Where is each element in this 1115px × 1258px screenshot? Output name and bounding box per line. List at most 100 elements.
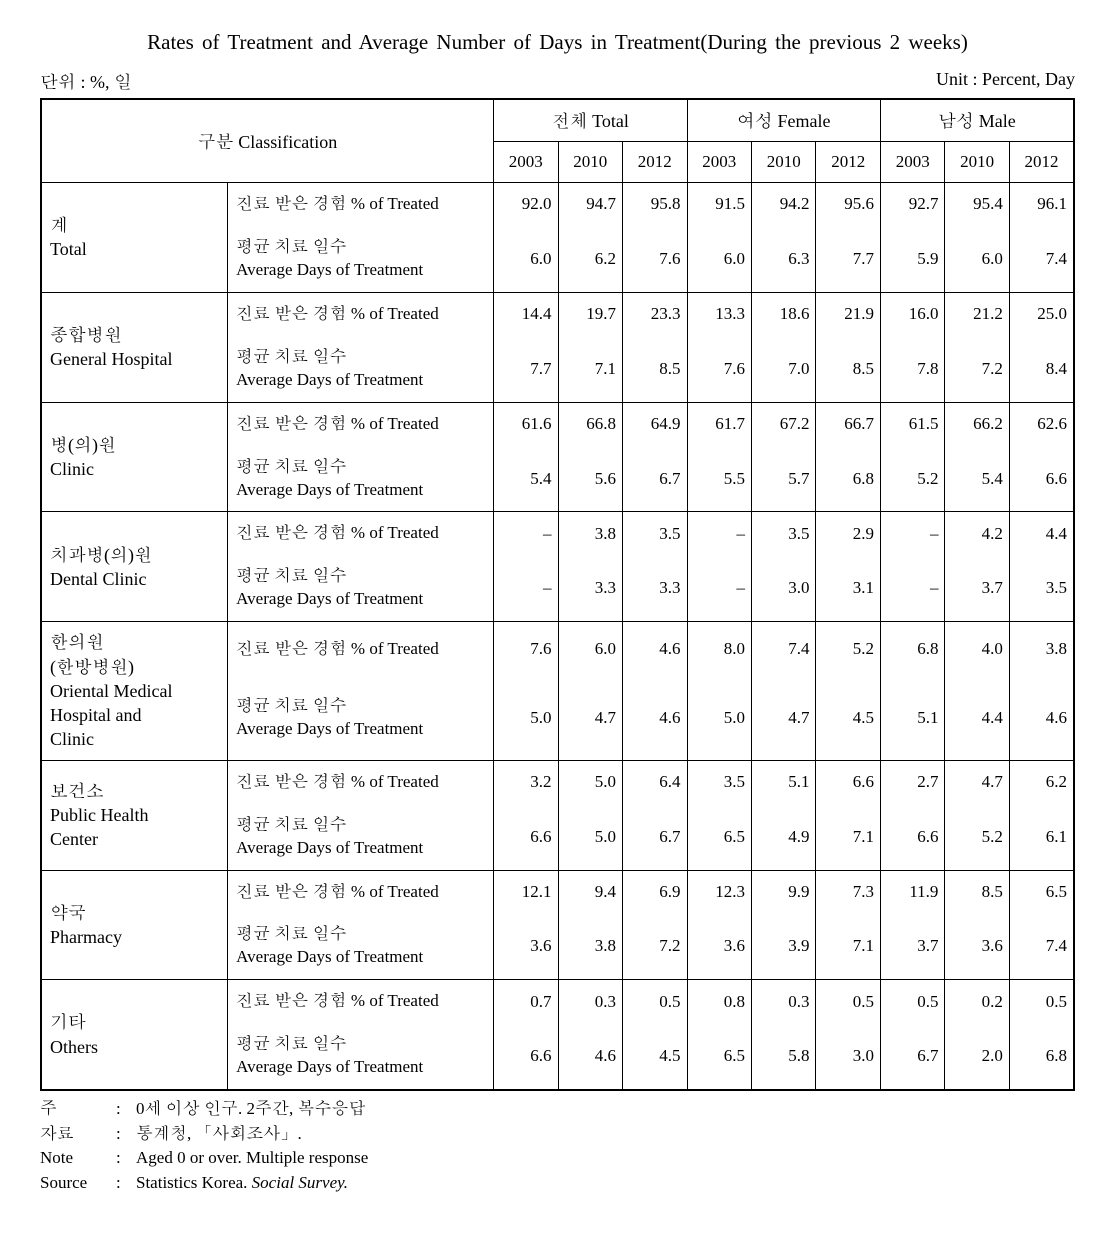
value-cell: 0.3: [751, 980, 815, 1023]
value-cell: 3.5: [623, 512, 687, 555]
value-cell: 2.7: [880, 760, 944, 803]
metric-pct: 진료 받은 경험 % of Treated: [228, 980, 494, 1023]
value-cell: 3.5: [1009, 555, 1074, 621]
value-cell: 4.5: [623, 1023, 687, 1090]
value-cell: 95.8: [623, 183, 687, 226]
value-cell: 6.6: [1009, 446, 1074, 512]
value-cell: –: [494, 555, 558, 621]
data-table: 구분 Classification 전체 Total 여성 Female 남성 …: [40, 98, 1075, 1091]
value-cell: 3.6: [687, 913, 751, 979]
value-cell: 0.5: [1009, 980, 1074, 1023]
metric-pct: 진료 받은 경험 % of Treated: [228, 292, 494, 335]
value-cell: 6.7: [880, 1023, 944, 1090]
category-label: 기타Others: [41, 980, 228, 1090]
value-cell: 95.6: [816, 183, 880, 226]
year-header: 2010: [751, 142, 815, 183]
value-cell: 9.4: [558, 870, 622, 913]
value-cell: 7.4: [751, 622, 815, 677]
header-male: 남성 Male: [880, 99, 1074, 142]
category-label: 보건소Public HealthCenter: [41, 760, 228, 870]
value-cell: –: [687, 555, 751, 621]
metric-pct: 진료 받은 경험 % of Treated: [228, 402, 494, 445]
metric-days: 평균 치료 일수Average Days of Treatment: [228, 677, 494, 761]
metric-days: 평균 치료 일수Average Days of Treatment: [228, 1023, 494, 1090]
value-cell: 3.5: [687, 760, 751, 803]
category-label: 치과병(의)원Dental Clinic: [41, 512, 228, 622]
value-cell: 6.2: [558, 226, 622, 292]
metric-pct: 진료 받은 경험 % of Treated: [228, 622, 494, 677]
value-cell: 5.2: [945, 804, 1009, 870]
value-cell: 6.4: [623, 760, 687, 803]
value-cell: 6.5: [1009, 870, 1074, 913]
value-cell: 4.7: [945, 760, 1009, 803]
value-cell: 4.7: [751, 677, 815, 761]
value-cell: 3.5: [751, 512, 815, 555]
value-cell: 21.2: [945, 292, 1009, 335]
value-cell: 7.1: [558, 336, 622, 402]
value-cell: 5.0: [558, 804, 622, 870]
value-cell: 3.6: [494, 913, 558, 979]
value-cell: 3.6: [945, 913, 1009, 979]
value-cell: 3.8: [1009, 622, 1074, 677]
value-cell: 3.0: [816, 1023, 880, 1090]
value-cell: 4.6: [623, 677, 687, 761]
value-cell: 3.9: [751, 913, 815, 979]
value-cell: 3.8: [558, 913, 622, 979]
source-kr-label: 자료: [40, 1122, 116, 1147]
value-cell: 5.4: [945, 446, 1009, 512]
value-cell: 5.0: [494, 677, 558, 761]
value-cell: 92.0: [494, 183, 558, 226]
year-header: 2003: [494, 142, 558, 183]
colon: :: [116, 1097, 136, 1122]
value-cell: 0.5: [623, 980, 687, 1023]
value-cell: 3.3: [623, 555, 687, 621]
value-cell: –: [687, 512, 751, 555]
value-cell: 4.6: [558, 1023, 622, 1090]
value-cell: 4.0: [945, 622, 1009, 677]
value-cell: 8.5: [623, 336, 687, 402]
value-cell: 16.0: [880, 292, 944, 335]
value-cell: 5.1: [751, 760, 815, 803]
value-cell: 6.6: [494, 1023, 558, 1090]
value-cell: 8.5: [816, 336, 880, 402]
value-cell: 5.2: [816, 622, 880, 677]
value-cell: 7.6: [687, 336, 751, 402]
source-en-text: Statistics Korea. Social Survey.: [136, 1171, 348, 1196]
value-cell: 6.8: [1009, 1023, 1074, 1090]
note-en-label: Note: [40, 1146, 116, 1171]
value-cell: 92.7: [880, 183, 944, 226]
value-cell: 5.8: [751, 1023, 815, 1090]
value-cell: 9.9: [751, 870, 815, 913]
value-cell: 5.7: [751, 446, 815, 512]
value-cell: 7.8: [880, 336, 944, 402]
value-cell: 0.3: [558, 980, 622, 1023]
value-cell: 4.9: [751, 804, 815, 870]
value-cell: 61.7: [687, 402, 751, 445]
value-cell: 6.0: [558, 622, 622, 677]
value-cell: 8.4: [1009, 336, 1074, 402]
value-cell: 94.7: [558, 183, 622, 226]
unit-right: Unit : Percent, Day: [936, 69, 1075, 94]
value-cell: 0.8: [687, 980, 751, 1023]
value-cell: 6.6: [494, 804, 558, 870]
value-cell: 5.0: [558, 760, 622, 803]
value-cell: 7.1: [816, 913, 880, 979]
value-cell: 7.7: [816, 226, 880, 292]
page-title: Rates of Treatment and Average Number of…: [40, 30, 1075, 55]
colon: :: [116, 1122, 136, 1147]
value-cell: 4.4: [1009, 512, 1074, 555]
value-cell: 11.9: [880, 870, 944, 913]
unit-left: 단위 : %, 일: [40, 69, 132, 94]
header-female: 여성 Female: [687, 99, 880, 142]
category-label: 약국Pharmacy: [41, 870, 228, 980]
value-cell: 12.3: [687, 870, 751, 913]
value-cell: 4.4: [945, 677, 1009, 761]
value-cell: 7.6: [623, 226, 687, 292]
value-cell: 3.7: [880, 913, 944, 979]
category-label: 한의원(한방병원)Oriental MedicalHospital andCli…: [41, 622, 228, 760]
value-cell: 3.7: [945, 555, 1009, 621]
year-header: 2012: [623, 142, 687, 183]
value-cell: 7.2: [623, 913, 687, 979]
value-cell: 61.6: [494, 402, 558, 445]
value-cell: 6.5: [687, 1023, 751, 1090]
